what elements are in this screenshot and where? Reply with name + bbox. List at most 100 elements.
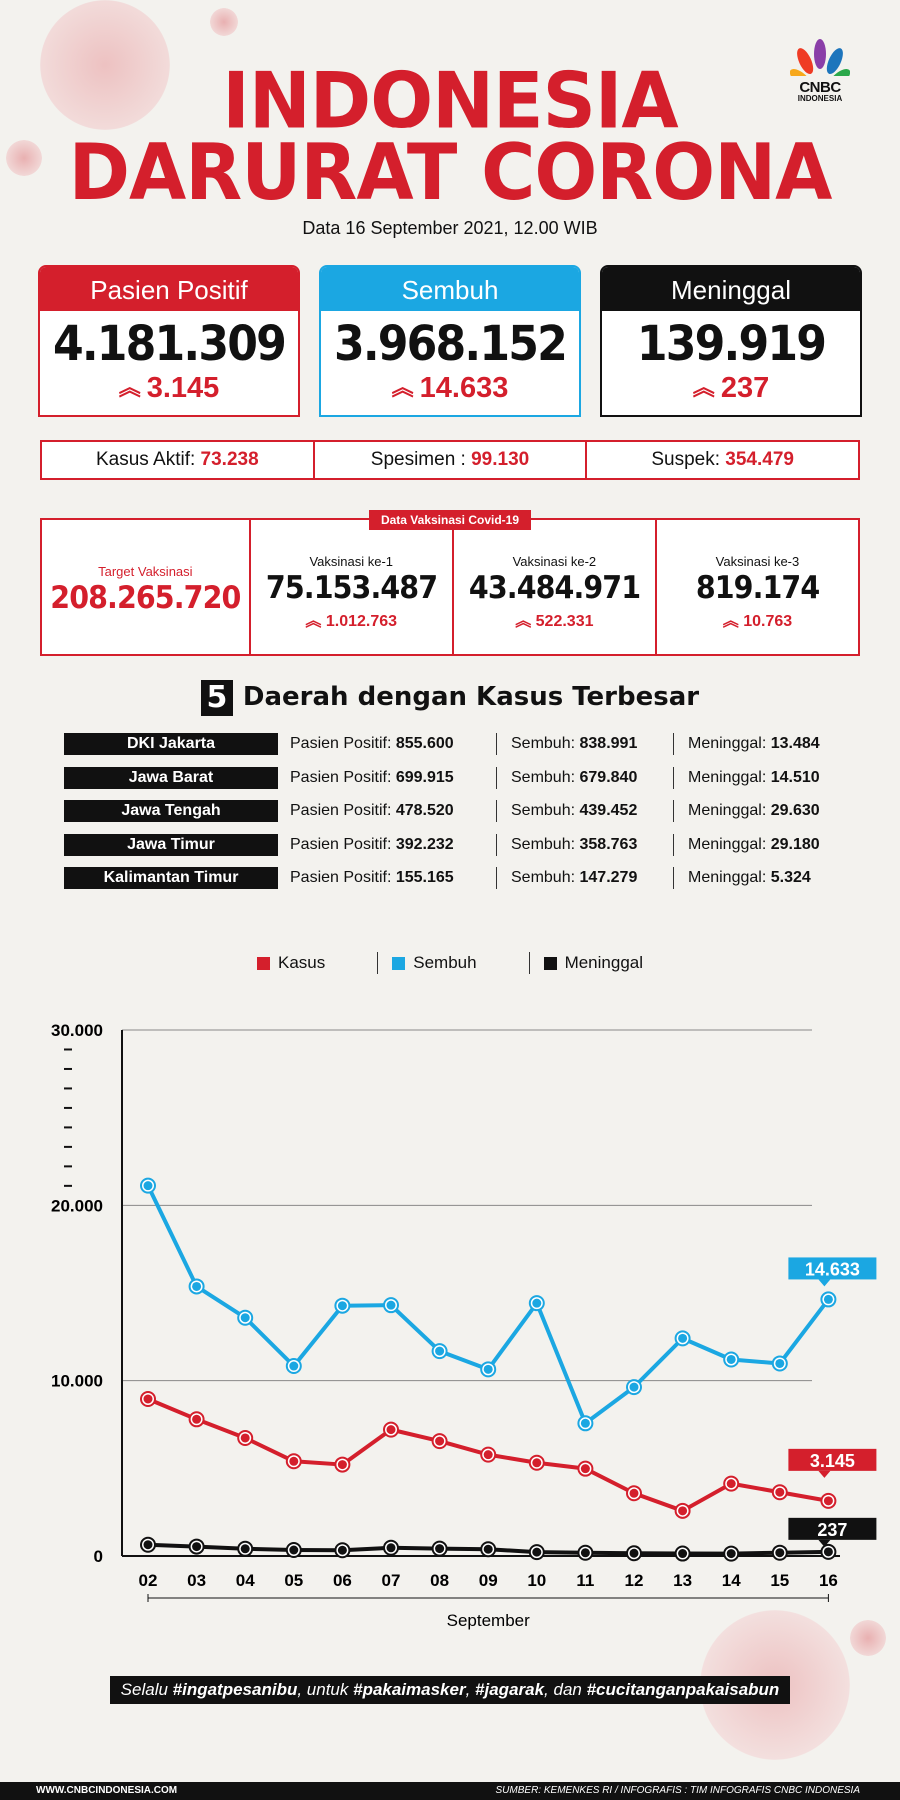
double-chevron-up-icon: ︽ [118, 375, 141, 400]
data-point [435, 1346, 445, 1356]
data-point [240, 1313, 250, 1323]
region-name: Kalimantan Timur [64, 867, 278, 889]
double-chevron-up-icon: ︽ [722, 613, 744, 630]
region-meninggal: Meninggal: 29.180 [688, 835, 820, 853]
end-label: 237 [817, 1520, 847, 1540]
region-row: Jawa Timur Pasien Positif: 392.232 Sembuh:… [64, 831, 864, 859]
data-point [386, 1425, 396, 1435]
region-name: Jawa Tengah [64, 800, 278, 822]
data-point [289, 1456, 299, 1466]
x-tick-label: 05 [284, 1571, 303, 1590]
info-spesimen: Spesimen : 99.130 [312, 442, 586, 478]
x-tick-label: 02 [139, 1571, 158, 1590]
regions-number: 5 [200, 680, 233, 716]
stat-card-positif: Pasien Positif 4.181.309 ︽ 3.145 [38, 265, 300, 417]
x-tick-label: 09 [479, 1571, 498, 1590]
data-point [532, 1298, 542, 1308]
series-line-sembuh [146, 1184, 830, 1426]
data-point [823, 1294, 833, 1304]
region-meninggal: Meninggal: 5.324 [688, 869, 811, 886]
legend-item-meninggal: Meninggal [543, 953, 643, 973]
region-sembuh: Sembuh: 147.279 [511, 869, 638, 886]
data-point [192, 1414, 202, 1424]
stat-value: 4.181.309 [52, 316, 287, 372]
vaccination-box: Target Vaksinasi 208.265.720 Vaksinasi k… [40, 518, 860, 656]
data-point [629, 1488, 639, 1498]
x-tick-label: 10 [527, 1571, 546, 1590]
region-sembuh: Sembuh: 838.991 [511, 735, 638, 752]
region-meninggal: Meninggal: 29.630 [688, 802, 820, 819]
regions-title: 5 Daerah dengan Kasus Terbesar [0, 680, 900, 716]
data-point [823, 1496, 833, 1506]
data-point [289, 1545, 299, 1555]
data-point [678, 1506, 688, 1516]
stat-value: 3.968.152 [333, 316, 568, 372]
data-point [678, 1333, 688, 1343]
data-point [240, 1544, 250, 1554]
virus-decoration-top-left [40, 0, 170, 130]
x-tick-label: 07 [382, 1571, 401, 1590]
region-row: Kalimantan Timur Pasien Positif: 155.165 S… [64, 864, 864, 892]
y-tick-label: 30.000 [51, 1021, 103, 1040]
vax-dose-1: Vaksinasi ke-1 75.153.487 ︽ 1.012.763 [248, 520, 452, 654]
data-point [629, 1548, 639, 1558]
data-point [240, 1433, 250, 1443]
data-point [143, 1181, 153, 1191]
vax-dose-3: Vaksinasi ke-3 819.174 ︽ 10.763 [654, 520, 858, 654]
end-label-pointer [818, 1470, 831, 1478]
data-point [726, 1549, 736, 1559]
double-chevron-up-icon: ︽ [515, 613, 536, 630]
region-positif: Pasien Positif: 392.232 [290, 835, 454, 853]
double-chevron-up-icon: ︽ [305, 613, 326, 630]
virus-decoration-top-mid [210, 8, 238, 36]
line-chart: 0 10.000 20.000 30.000 02 03 04 05 06 07 08 09 10 11 1… [51, 1021, 877, 1630]
data-point [289, 1361, 299, 1371]
end-label-box [788, 1517, 877, 1540]
cnbc-logo: CNBC INDONESIA [780, 36, 860, 103]
region-positif: Pasien Positif: 478.520 [290, 802, 454, 819]
data-point [775, 1487, 785, 1497]
footer: WWW.CNBCINDONESIA.COM SUMBER: KEMENKES R… [0, 1782, 900, 1800]
x-tick-label: 03 [187, 1571, 206, 1590]
vax-target: Target Vaksinasi 208.265.720 [42, 520, 249, 654]
data-point [386, 1300, 396, 1310]
virus-decoration-bottom-right-small [850, 1620, 886, 1656]
stat-delta: ︽ 14.633 [391, 372, 509, 404]
data-point [532, 1458, 542, 1468]
region-name: Jawa Timur [64, 833, 278, 856]
data-point [192, 1281, 202, 1291]
logo-subtext: INDONESIA [797, 94, 843, 103]
region-positif: Pasien Positif: 699.915 [290, 768, 454, 786]
x-tick-label: 06 [333, 1571, 352, 1590]
data-point [435, 1544, 445, 1554]
x-tick-label: 08 [430, 1571, 449, 1590]
data-point [435, 1436, 445, 1446]
info-kasus-aktif: Kasus Aktif: 73.238 [95, 449, 259, 470]
x-tick-label: 16 [819, 1571, 838, 1590]
data-point [678, 1549, 688, 1559]
vax-dose-2: Vaksinasi ke-2 43.484.971 ︽ 522.331 [451, 520, 655, 654]
end-label: 3.145 [810, 1451, 855, 1471]
region-name: DKI Jakarta [64, 733, 278, 755]
vaccination-tag: Data Vaksinasi Covid-19 [369, 510, 531, 530]
region-sembuh: Sembuh: 679.840 [511, 768, 638, 786]
data-point [726, 1479, 736, 1489]
region-positif: Pasien Positif: 155.165 [290, 869, 454, 886]
region-row: Jawa Tengah Pasien Positif: 478.520 Sembuh… [64, 797, 864, 825]
data-point [580, 1418, 590, 1428]
end-label-box [788, 1448, 877, 1471]
end-label: 14.633 [805, 1259, 860, 1279]
footer-website: WWW.CNBCINDONESIA.COM [36, 1785, 178, 1796]
region-row: Jawa Barat Pasien Positif: 699.915 Sembuh:… [64, 764, 864, 792]
stat-value: 139.919 [636, 316, 827, 372]
logo-text: CNBC [799, 79, 841, 96]
y-tick-label: 0 [94, 1547, 103, 1566]
region-positif: Pasien Positif: 855.600 [290, 735, 454, 752]
page-title: INDONESIA DARURAT CORONA [0, 62, 900, 219]
end-label-pointer [818, 1539, 831, 1547]
legend-item-kasus: Kasus [256, 953, 325, 973]
data-point [386, 1543, 396, 1553]
title-line-2: DARURAT CORONA [68, 127, 833, 219]
x-tick-label: 04 [236, 1571, 255, 1590]
data-point [143, 1394, 153, 1404]
